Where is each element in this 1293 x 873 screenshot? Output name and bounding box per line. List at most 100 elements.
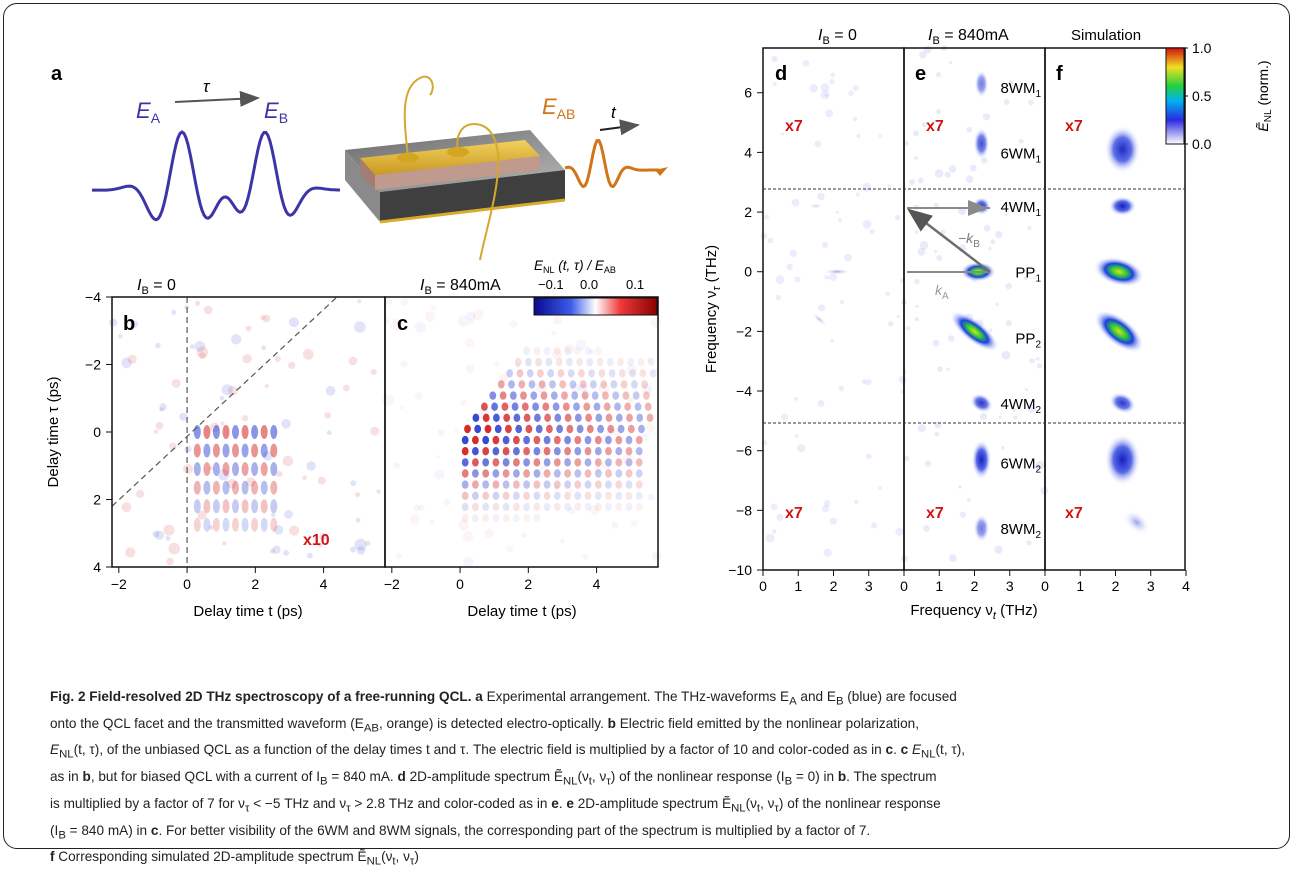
panel-letter-e: e [915,63,926,85]
bc-ytick-label: 4 [93,559,101,575]
field-fringe [547,369,555,378]
noise-speckle [936,254,943,261]
peak-label-4wm1: 4WM1 [1000,199,1041,219]
noise-speckle [163,524,175,536]
noise-speckle [791,198,800,207]
field-fringe [581,391,589,400]
field-fringe [537,369,544,378]
panel-b: IB = 0 b x10 [109,277,386,568]
noise-speckle [282,455,294,467]
field-fringe [472,435,479,445]
def-xtick-label: 1 [1076,578,1084,594]
bc-xtick-label: 0 [456,576,464,592]
noise-speckle [821,241,829,248]
cb-def-tick-label: 0.5 [1192,88,1212,104]
field-fringe [533,469,541,478]
field-fringe [594,491,602,500]
noise-speckle [958,485,962,489]
field-fringe [635,435,643,445]
e-peak-6wm1 [973,127,990,160]
noise-speckle [862,220,872,229]
noise-speckle [1035,460,1045,470]
noise-speckle [853,499,859,505]
noise-speckle [979,412,988,421]
noise-speckle [165,536,171,541]
bc-xtick-label: −2 [111,576,127,592]
noise-speckle [226,479,237,489]
field-fringe [203,425,211,439]
noise-speckle [218,469,230,481]
noise-speckle [789,249,797,257]
noise-speckle [166,557,174,566]
noise-speckle [117,334,123,339]
noise-speckle [463,556,474,568]
def-ytick-label: 2 [744,204,752,220]
bc-xtick-label: 0 [183,576,191,592]
noise-speckle [923,525,930,532]
field-fringe [574,491,582,500]
field-fringe [615,502,623,512]
noise-speckle [899,278,905,283]
field-fringe [260,517,268,532]
field-fringe [525,424,533,434]
noise-speckle [390,318,403,331]
colorbar-bc-title: ENL (t, τ) / EAB [534,258,616,275]
field-fringe [605,447,612,456]
field-fringe [506,369,514,378]
field-fringe [472,413,480,422]
field-fringe [203,517,211,532]
field-fringe [492,480,500,489]
map-e [901,45,1049,563]
field-fringe [251,480,259,495]
noise-speckle [647,493,655,501]
panel-e-header: IB = 840mA [928,27,1009,47]
field-fringe [203,480,211,495]
caption-line-2: onto the QCL facet and the transmitted w… [50,715,919,735]
field-fringe [474,424,482,434]
noise-speckle [276,470,283,478]
noise-speckle [861,379,867,385]
noise-speckle [631,520,638,527]
noise-speckle [460,399,467,406]
field-fringe [502,469,510,478]
field-fringe [566,357,573,367]
noise-speckle [909,179,915,185]
noise-speckle [917,177,924,184]
field-fringe [533,513,541,523]
noise-speckle [554,485,559,491]
field-fringe [585,413,592,422]
field-fringe [615,447,623,456]
noise-speckle [466,311,476,321]
field-fringe [513,491,520,500]
noise-speckle [399,404,405,410]
noise-speckle [967,498,971,502]
noise-speckle [385,298,393,305]
field-fringe [639,369,647,378]
field-fringe [591,391,599,400]
noise-speckle [208,525,214,531]
noise-speckle [355,517,361,523]
field-fringe [564,413,572,422]
field-fringe [222,462,230,477]
bc-xtick-label: 2 [251,576,259,592]
field-fringe [222,443,230,458]
field-fringe [461,502,469,512]
field-fringe [241,517,249,532]
field-fringe [241,425,249,439]
tau-arrow [174,90,260,107]
transmitted-waveform [564,139,659,189]
f-mult-bottom: x7 [1065,505,1083,522]
noise-speckle [903,455,910,462]
field-fringe [625,435,633,445]
noise-speckle [948,335,955,342]
noise-speckle [231,334,242,345]
noise-speckle [894,214,901,221]
cb-def-tick-label: 0.0 [1192,136,1212,152]
field-fringe [564,480,571,489]
field-fringe [535,357,542,367]
noise-speckle [130,320,138,328]
qcl-device [345,75,566,261]
panel-a: a EA EB τ EAB t [51,63,668,261]
field-fringe [513,480,520,489]
def-xtick-label: 0 [1041,578,1049,594]
